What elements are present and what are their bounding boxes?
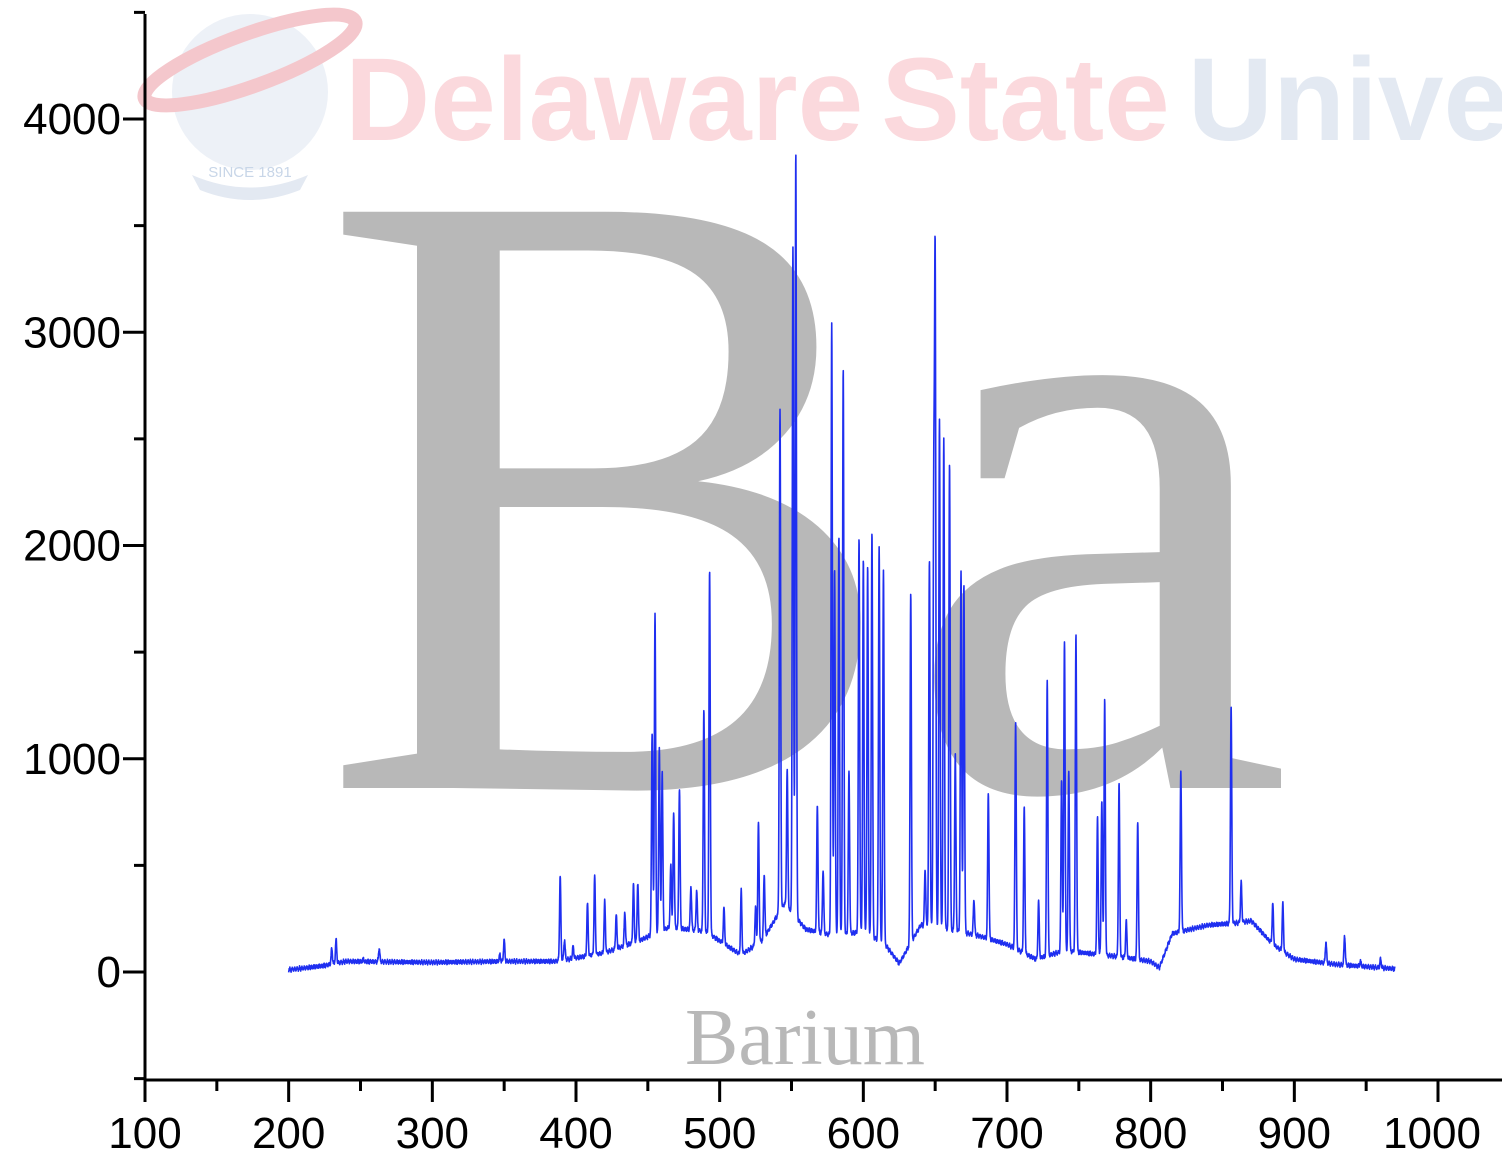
svg-text:DelawareStateUniversity: DelawareStateUniversity: [345, 34, 1502, 166]
x-ticks: 100 200 300 400 500 600 700 800 900 1000: [108, 1080, 1481, 1153]
y-tick-label: 0: [97, 948, 121, 997]
spectrum-series-line: [287, 154, 1396, 973]
axes: 0 1000 2000 3000 4000 100 200 300 400 500 600 700 8…: [23, 10, 1502, 1153]
y-tick-label: 1000: [23, 735, 121, 784]
x-tick-label: 700: [970, 1109, 1043, 1153]
element-name: Barium: [685, 994, 925, 1082]
watermark-word-state: State: [881, 34, 1170, 166]
seal-text: SINCE 1891: [208, 164, 291, 181]
x-tick-label: 200: [252, 1109, 325, 1153]
watermark-word-university: University: [1188, 34, 1502, 166]
y-tick-label: 3000: [23, 308, 121, 357]
watermark-word-delaware: Delaware: [345, 34, 863, 166]
x-tick-label: 800: [1114, 1109, 1187, 1153]
y-ticks: 0 1000 2000 3000 4000: [23, 10, 145, 1081]
x-tick-label: 100: [108, 1109, 181, 1153]
x-tick-label: 1000: [1383, 1109, 1481, 1153]
x-tick-label: 300: [396, 1109, 469, 1153]
element-symbol: Ba: [318, 5, 1293, 979]
y-tick-label: 4000: [23, 95, 121, 144]
x-tick-label: 500: [683, 1109, 756, 1153]
x-tick-label: 900: [1258, 1109, 1331, 1153]
x-tick-label: 400: [539, 1109, 612, 1153]
watermark: SINCE 1891 DelawareStateUniversity: [137, 7, 1502, 200]
x-tick-label: 600: [827, 1109, 900, 1153]
y-tick-label: 2000: [23, 522, 121, 571]
university-seal-icon: SINCE 1891: [137, 7, 363, 200]
